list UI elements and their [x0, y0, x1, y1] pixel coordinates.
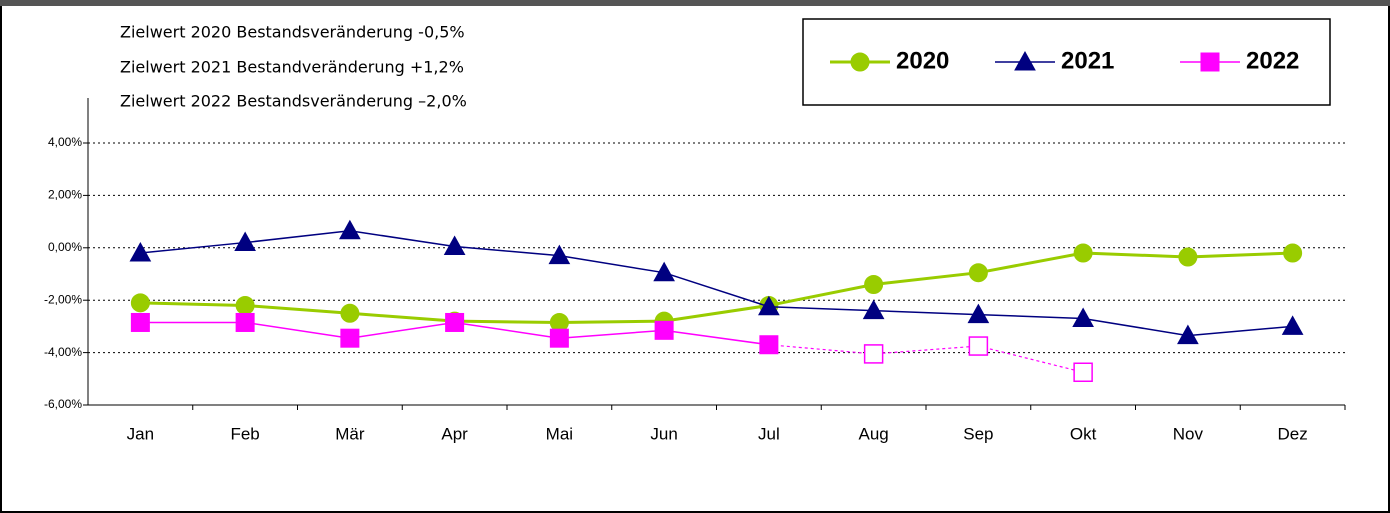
point — [1283, 243, 1303, 263]
y-tick-label: 2,00% — [48, 188, 82, 202]
y-tick-label: -2,00% — [44, 292, 82, 306]
x-tick-label: Sep — [963, 424, 993, 443]
x-tick-label: Jul — [758, 424, 780, 443]
top-band — [0, 0, 1390, 6]
y-tick-label: -4,00% — [44, 345, 82, 359]
point — [235, 312, 255, 332]
point — [339, 219, 361, 240]
point — [1072, 307, 1094, 328]
point — [759, 335, 779, 355]
point — [968, 263, 988, 283]
point — [758, 295, 780, 316]
x-tick-label: Mär — [335, 424, 365, 443]
point — [129, 242, 152, 262]
x-tick-label: Jun — [650, 424, 677, 443]
point — [864, 274, 884, 294]
legend-label: 2022 — [1246, 47, 1299, 74]
point — [862, 299, 885, 320]
series-line — [140, 230, 1293, 337]
x-tick-label: Feb — [230, 424, 259, 443]
x-tick-label: Dez — [1278, 424, 1308, 443]
point — [445, 312, 465, 332]
y-tick-label: -6,00% — [44, 397, 82, 411]
annotation: Zielwert 2020 Bestandsveränderung -0,5% — [120, 23, 465, 42]
legend-box — [802, 18, 1331, 106]
series-line — [140, 251, 1293, 324]
point — [968, 336, 989, 356]
point — [1073, 362, 1093, 382]
point — [654, 320, 674, 340]
point — [653, 261, 675, 282]
point — [1178, 247, 1198, 267]
point — [1073, 243, 1093, 263]
series-line-dashed — [768, 344, 1084, 373]
point — [1177, 324, 1199, 345]
point — [443, 235, 466, 255]
y-tick-label: 4,00% — [48, 135, 82, 149]
x-tick-label: Apr — [441, 424, 468, 443]
legend-label: 2021 — [1061, 47, 1114, 74]
x-tick-label: Jan — [127, 424, 154, 443]
legend-marker — [1014, 50, 1036, 71]
point — [130, 293, 150, 313]
annotation: Zielwert 2021 Bestandveränderung +1,2% — [120, 58, 464, 77]
x-tick-label: Aug — [859, 424, 889, 443]
point — [863, 344, 884, 364]
point — [130, 312, 150, 332]
point — [549, 328, 569, 348]
point — [235, 295, 255, 315]
legend-marker — [850, 52, 870, 72]
legend-label: 2020 — [896, 47, 949, 74]
point — [967, 303, 990, 324]
annotation: Zielwert 2022 Bestandsveränderung –2,0% — [120, 92, 467, 111]
legend-marker — [1200, 52, 1220, 72]
x-tick-label: Okt — [1070, 424, 1097, 443]
y-tick-label: 0,00% — [48, 240, 82, 254]
point — [340, 328, 360, 348]
point — [234, 231, 256, 252]
point — [1281, 315, 1304, 335]
x-tick-label: Nov — [1173, 424, 1204, 443]
point — [340, 303, 360, 323]
point — [548, 244, 571, 265]
x-tick-label: Mai — [546, 424, 573, 443]
